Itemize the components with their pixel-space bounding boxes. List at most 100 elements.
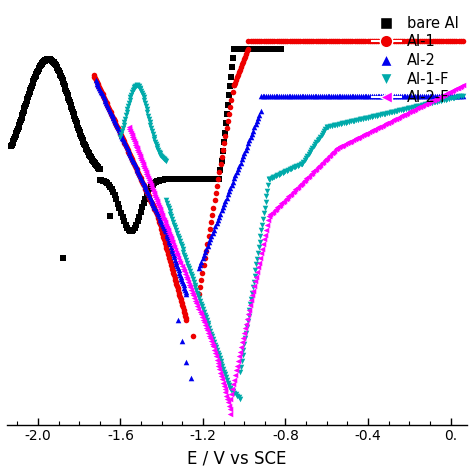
Point (187, 286, 195, 294)
Point (155, 214, 162, 222)
Point (456, 92, 463, 100)
Point (146, 178, 153, 185)
Point (142, 187, 150, 195)
Point (404, 105, 411, 112)
Point (98, 176, 105, 184)
Point (325, 153, 333, 160)
Point (349, 117, 356, 125)
Point (294, 37, 302, 45)
Point (204, 319, 211, 327)
Point (401, 92, 409, 100)
Point (329, 37, 337, 45)
Point (414, 37, 421, 45)
Point (312, 165, 320, 173)
Point (459, 82, 467, 89)
Point (214, 216, 221, 224)
Point (444, 95, 451, 103)
Point (177, 273, 184, 281)
Point (154, 177, 161, 185)
Point (398, 92, 405, 100)
Point (147, 182, 155, 190)
Point (117, 133, 124, 140)
Point (148, 183, 155, 191)
Point (244, 139, 252, 147)
Point (419, 101, 427, 109)
Point (128, 155, 136, 163)
Point (146, 118, 154, 126)
Point (280, 168, 288, 176)
Point (148, 128, 156, 135)
Point (46, 55, 54, 63)
Point (93, 78, 100, 86)
Point (212, 344, 219, 351)
Point (72, 117, 80, 125)
Point (228, 96, 235, 103)
Point (33, 68, 41, 76)
Point (357, 37, 365, 45)
Point (187, 175, 194, 183)
Point (118, 132, 125, 139)
Point (344, 92, 352, 100)
Point (177, 260, 184, 267)
Point (211, 197, 219, 204)
Point (289, 164, 296, 172)
Point (118, 127, 126, 135)
Point (265, 212, 273, 219)
Point (238, 61, 246, 68)
Point (145, 188, 152, 195)
Point (242, 329, 250, 337)
Point (242, 146, 249, 154)
Point (167, 210, 174, 218)
Point (250, 278, 257, 285)
Point (151, 191, 158, 199)
Point (352, 117, 360, 124)
Point (220, 368, 228, 375)
Point (231, 79, 239, 86)
Point (100, 93, 108, 101)
Point (167, 261, 175, 269)
Point (174, 254, 182, 262)
Point (173, 175, 181, 183)
Point (323, 37, 330, 45)
Point (141, 166, 149, 173)
Point (387, 117, 395, 125)
Point (141, 182, 148, 189)
Point (309, 145, 316, 152)
Point (151, 205, 158, 212)
Point (102, 99, 110, 107)
Point (188, 289, 196, 297)
Point (232, 390, 239, 398)
Point (90, 71, 97, 79)
Point (150, 190, 157, 197)
Point (385, 92, 392, 100)
Point (303, 92, 311, 100)
Point (325, 123, 332, 130)
Point (120, 118, 128, 126)
Point (91, 160, 99, 167)
Point (341, 140, 349, 148)
Point (128, 133, 136, 141)
Point (93, 78, 100, 86)
Point (419, 92, 426, 100)
Point (325, 37, 332, 45)
Point (134, 82, 141, 89)
Point (433, 37, 441, 45)
Point (126, 96, 134, 104)
Point (248, 292, 255, 299)
Point (142, 183, 149, 191)
Point (58, 74, 65, 82)
Point (385, 37, 393, 45)
Point (107, 183, 114, 191)
Point (283, 92, 291, 100)
Point (20, 107, 27, 115)
Point (185, 281, 193, 289)
Point (297, 37, 304, 45)
Point (233, 392, 241, 399)
Point (107, 109, 114, 116)
Point (382, 110, 389, 118)
Point (146, 121, 154, 129)
Point (47, 56, 55, 64)
Point (154, 212, 161, 219)
Point (273, 92, 281, 100)
Point (158, 176, 166, 183)
